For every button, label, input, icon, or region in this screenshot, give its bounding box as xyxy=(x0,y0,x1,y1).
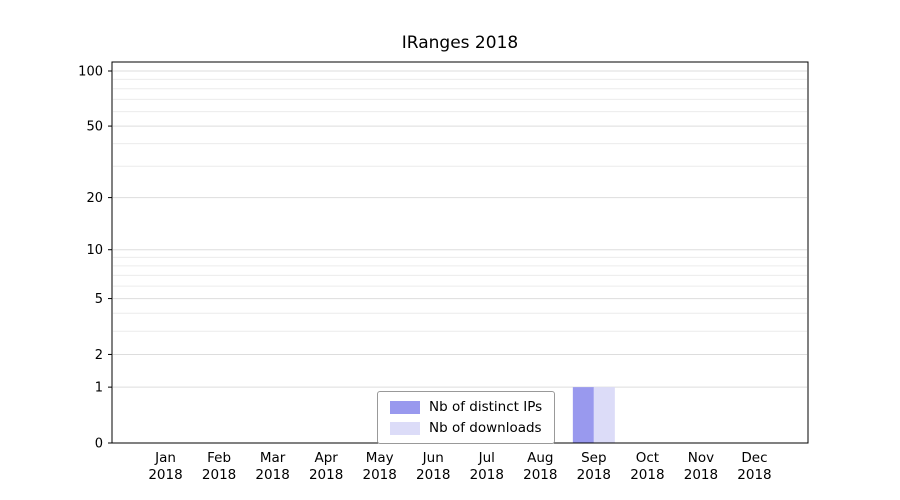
x-tick-label-year: 2018 xyxy=(577,467,611,483)
x-tick-label-month: Aug xyxy=(527,450,553,466)
x-tick-label-year: 2018 xyxy=(684,467,718,483)
plot-border xyxy=(111,61,809,444)
bar-distinct-ips xyxy=(572,387,594,443)
y-tick-label: 1 xyxy=(95,381,103,396)
x-tick-label-year: 2018 xyxy=(470,467,504,483)
x-tick-label-month: Apr xyxy=(314,450,338,466)
legend-item-distinct-ips: Nb of distinct IPs xyxy=(390,399,542,415)
legend-swatch-downloads xyxy=(390,421,420,435)
x-tick-label-year: 2018 xyxy=(202,467,236,483)
x-tick-label-month: Jun xyxy=(422,450,444,466)
x-tick-label-year: 2018 xyxy=(630,467,664,483)
x-tick-label-year: 2018 xyxy=(416,467,450,483)
y-tick-label: 20 xyxy=(86,191,103,206)
x-tick-label-month: Jul xyxy=(478,450,495,466)
x-tick-label-year: 2018 xyxy=(255,467,289,483)
x-tick-label-month: Dec xyxy=(741,450,767,466)
x-tick-label-month: Sep xyxy=(581,450,606,466)
legend-item-downloads: Nb of downloads xyxy=(390,420,542,436)
y-tick-label: 10 xyxy=(86,243,103,258)
x-tick-label-month: Nov xyxy=(688,450,714,466)
x-tick-label-year: 2018 xyxy=(309,467,343,483)
y-tick-label: 0 xyxy=(95,437,103,452)
chart-legend: Nb of distinct IPs Nb of downloads xyxy=(377,391,556,444)
x-tick-label-year: 2018 xyxy=(363,467,397,483)
legend-swatch-distinct-ips xyxy=(390,400,420,414)
legend-label-distinct-ips: Nb of distinct IPs xyxy=(429,399,543,415)
x-tick-label-month: Jan xyxy=(154,450,176,466)
x-tick-label-year: 2018 xyxy=(148,467,182,483)
x-tick-label-year: 2018 xyxy=(737,467,771,483)
y-tick-label: 50 xyxy=(86,120,103,135)
legend-label-downloads: Nb of downloads xyxy=(429,420,542,436)
chart-title: IRanges 2018 xyxy=(401,33,519,53)
bar-downloads xyxy=(593,387,615,443)
x-tick-label-year: 2018 xyxy=(523,467,557,483)
x-tick-label-month: Feb xyxy=(207,450,231,466)
x-tick-label-month: May xyxy=(366,450,394,466)
x-tick-label-month: Mar xyxy=(260,450,286,466)
y-tick-label: 5 xyxy=(95,292,103,307)
y-tick-label: 2 xyxy=(95,348,103,363)
x-tick-label-month: Oct xyxy=(636,450,659,466)
y-tick-label: 100 xyxy=(78,65,103,80)
